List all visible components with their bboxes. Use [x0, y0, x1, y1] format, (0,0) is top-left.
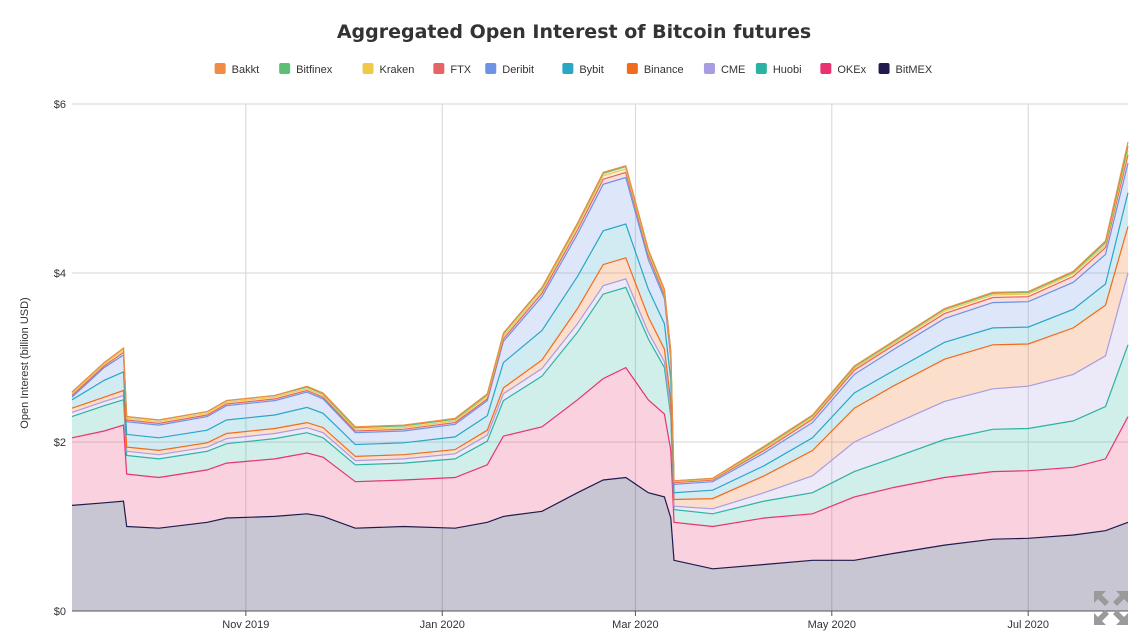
legend-label: Kraken: [380, 64, 415, 76]
legend-swatch: [626, 63, 638, 74]
line-cme: [71, 272, 1129, 510]
axes: $0 $2 $4 $6 Nov 2019 Jan 2020 Mar 2020 May 2020…: [54, 99, 1128, 631]
area-binance: [72, 226, 1128, 509]
legend-label: Deribit: [502, 64, 534, 76]
area-okex: [72, 367, 1128, 569]
line-deribit: [71, 163, 1129, 485]
x-tick-label: Jan 2020: [420, 619, 465, 631]
y-tick-label: $6: [54, 99, 66, 111]
y-tick-label: $4: [54, 268, 66, 280]
area-deribit: [72, 163, 1128, 493]
legend: Bakkt Bitfinex Kraken FTX Deribit Bybit Binanc…: [214, 63, 933, 76]
line-bybit: [71, 192, 1129, 494]
legend-swatch: [214, 63, 226, 74]
legend-swatch: [820, 63, 832, 74]
legend-swatch: [755, 63, 767, 74]
area-bybit: [72, 192, 1128, 500]
stacked-areas: [72, 142, 1128, 611]
legend-swatch: [279, 63, 291, 74]
x-tick-label: May 2020: [808, 619, 856, 631]
legend-swatch: [878, 63, 890, 74]
chart-title: Aggregated Open Interest of Bitcoin futu…: [337, 21, 811, 43]
legend-label: OKEx: [837, 64, 866, 76]
line-bakkt: [71, 141, 1129, 482]
expand-icon[interactable]: [1092, 589, 1130, 627]
legend-label: BitMEX: [896, 64, 933, 76]
expand-arrows-icon: [1094, 591, 1128, 625]
line-binance: [71, 226, 1129, 501]
y-axis-label: Open Interest (billion USD): [19, 297, 31, 428]
legend-label: Bakkt: [232, 64, 260, 76]
legend-label: Binance: [644, 64, 684, 76]
legend-swatch: [562, 63, 574, 74]
y-tick-label: $2: [54, 437, 66, 449]
line-ftx: [71, 154, 1129, 484]
x-tick-label: Nov 2019: [222, 619, 269, 631]
legend-label: Bitfinex: [296, 64, 333, 76]
legend-swatch: [485, 63, 497, 74]
area-bitmex: [72, 477, 1128, 611]
y-tick-label: $0: [54, 606, 66, 618]
legend-label: CME: [721, 64, 745, 76]
series-lines: [71, 141, 1129, 570]
line-kraken: [71, 150, 1129, 483]
line-okex: [71, 366, 1129, 528]
legend-swatch: [433, 63, 445, 74]
x-tick-label: Mar 2020: [612, 619, 658, 631]
line-bitmex: [71, 476, 1129, 570]
legend-label: Huobi: [773, 64, 802, 76]
line-huobi: [71, 286, 1129, 515]
legend-swatch: [703, 63, 715, 74]
legend-swatch: [362, 63, 374, 74]
x-tick-label: Jul 2020: [1007, 619, 1049, 631]
legend-label: FTX: [450, 64, 471, 76]
legend-label: Bybit: [579, 64, 603, 76]
area-cme: [72, 273, 1128, 514]
